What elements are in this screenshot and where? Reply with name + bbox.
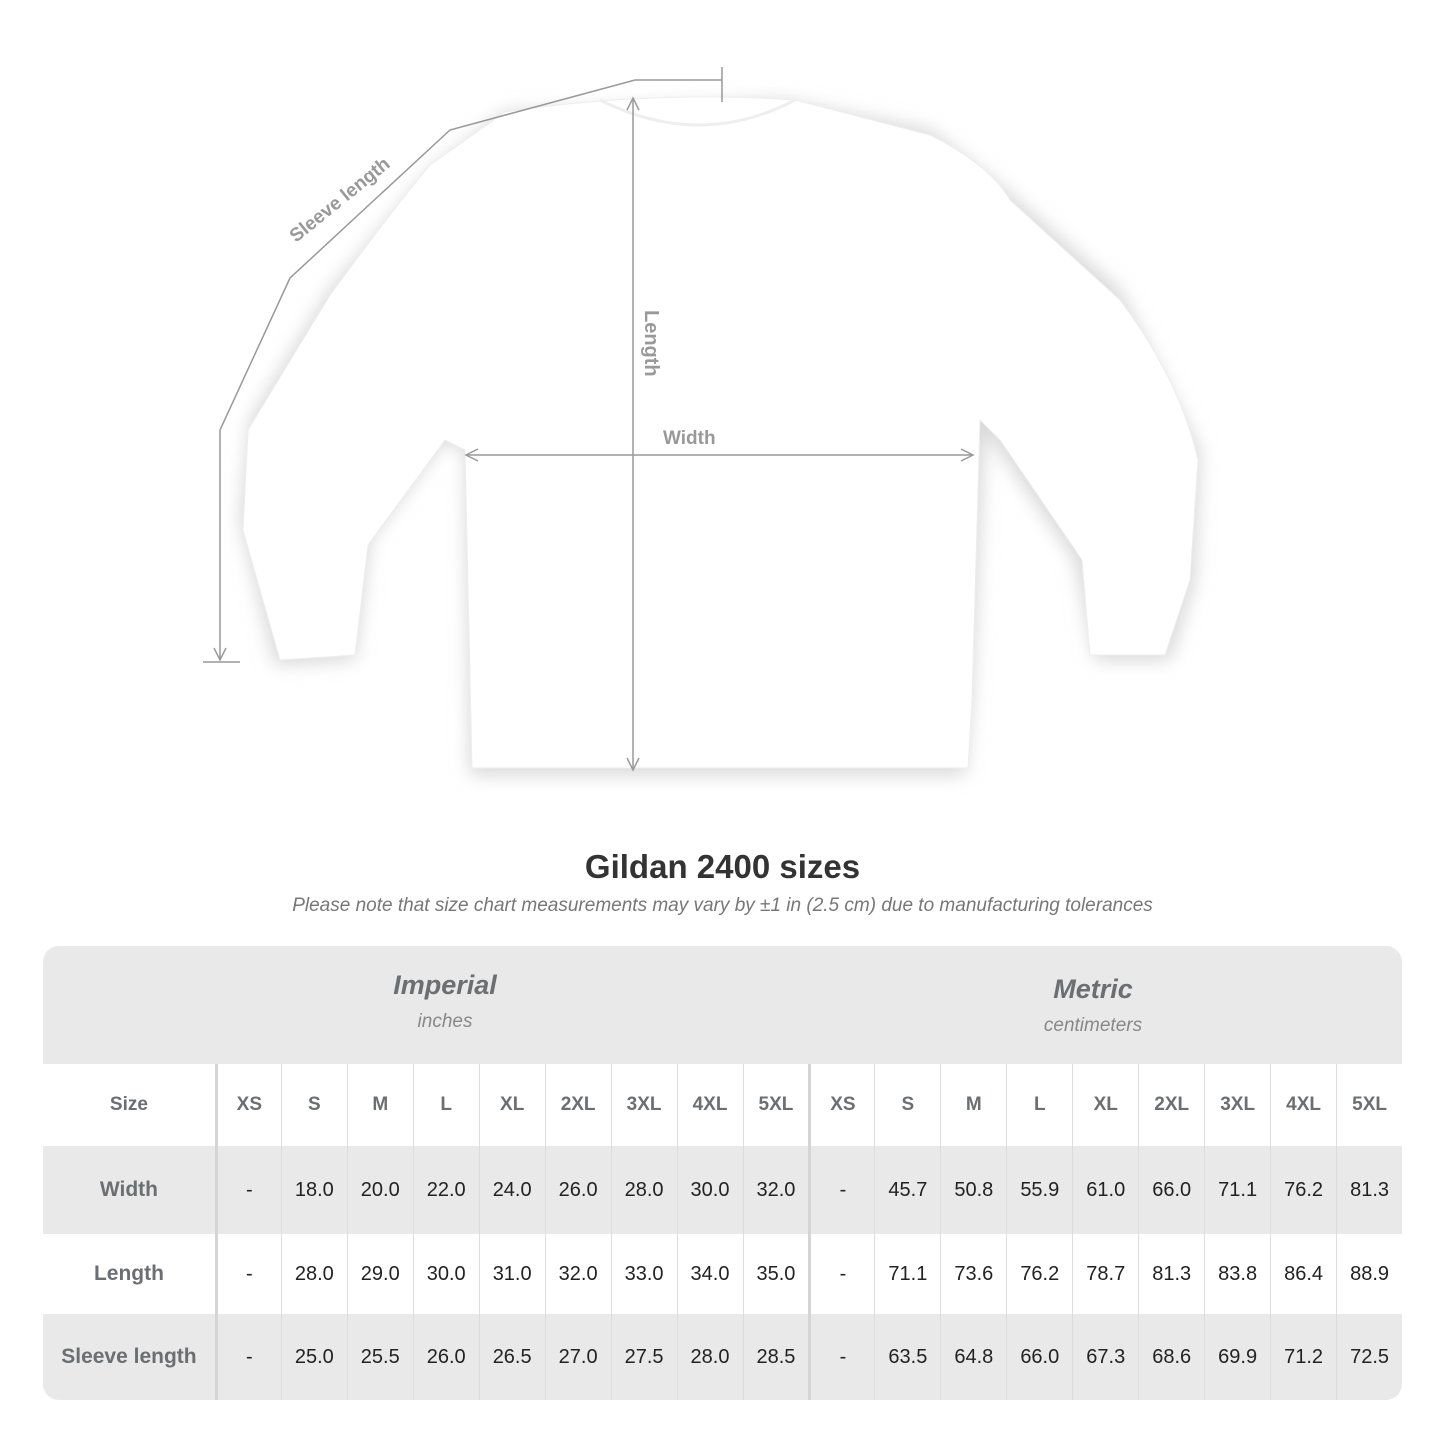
imperial-value-cell: 28.0 [676,1314,743,1400]
metric-value-cell: 71.1 [874,1234,940,1314]
row-label: Length [93,1262,164,1285]
metric-value-cell: 86.4 [1270,1234,1336,1314]
size-header-row: Size XS S M L XL 2XL 3XL 4XL 5XL XS S M L XL 2XL 3XL 4XL 5… [43,1064,1402,1146]
metric-size-l: L [1006,1064,1072,1146]
metric-value-cell: 67.3 [1072,1314,1138,1400]
row-label: Sleeve length [61,1345,197,1368]
imperial-size-3xl: 3XL [610,1064,677,1146]
metric-size-xl: XL [1072,1064,1138,1146]
imperial-header: Imperial inches [215,970,675,1033]
imperial-value-cell: - [214,1146,281,1234]
imperial-value-cell: 32.0 [544,1234,611,1314]
metric-value-cell: 64.8 [940,1314,1006,1400]
shirt-measurement-diagram: Sleeve length Length Width [203,67,1200,775]
imperial-value-cell: 31.0 [478,1234,545,1314]
shirt-body [242,96,1199,769]
metric-value-cell: 76.2 [1270,1146,1336,1234]
imperial-value-cell: 30.0 [412,1234,479,1314]
imperial-value-cell: 26.0 [412,1314,479,1400]
table-row: Length -28.0 29.0 30.0 31.0 32.0 33.0 34.0 35.0-… [43,1234,1402,1314]
metric-value-cell: 45.7 [874,1146,940,1234]
imperial-value-cell: 27.5 [610,1314,677,1400]
imperial-value-cell: 20.0 [346,1146,413,1234]
table-row: Sleeve length -25.0 25.5 26.0 26.5 27.0 27.5 28… [43,1314,1402,1400]
shirt-collar [599,98,796,127]
metric-value-cell: - [808,1314,874,1400]
imperial-size-xl: XL [478,1064,545,1146]
metric-value-cell: - [808,1234,874,1314]
metric-value-cell: 72.5 [1336,1314,1402,1400]
metric-value-cell: 68.6 [1138,1314,1204,1400]
metric-header: Metric centimeters [863,974,1323,1037]
metric-value-cell: 55.9 [1006,1146,1072,1234]
imperial-size-5xl: 5XL [742,1064,809,1146]
size-label: Size [109,1094,148,1115]
imperial-value-cell: - [214,1234,281,1314]
metric-size-4xl: 4XL [1270,1064,1336,1146]
metric-value-cell: 71.1 [1204,1146,1270,1234]
metric-value-cell: 71.2 [1270,1314,1336,1400]
imperial-value-cell: 28.0 [280,1234,347,1314]
imperial-size-s: S [280,1064,347,1146]
metric-unit: centimeters [1043,1015,1143,1036]
imperial-size-4xl: 4XL [676,1064,743,1146]
metric-size-5xl: 5XL [1336,1064,1402,1146]
length-label: Length [640,310,662,377]
imperial-size-2xl: 2XL [544,1064,611,1146]
metric-value-cell: 66.0 [1138,1146,1204,1234]
imperial-value-cell: 29.0 [346,1234,413,1314]
metric-value-cell: 76.2 [1006,1234,1072,1314]
imperial-value-cell: 34.0 [676,1234,743,1314]
imperial-value-cell: 28.0 [610,1146,677,1234]
imperial-value-cell: 18.0 [280,1146,347,1234]
metric-size-xs: XS [808,1064,874,1146]
imperial-value-cell: 22.0 [412,1146,479,1234]
metric-title: Metric [1053,974,1133,1004]
imperial-value-cell: - [214,1314,281,1400]
tolerance-note: Please note that size chart measurements… [292,895,1153,916]
imperial-value-cell: 32.0 [742,1146,809,1234]
metric-value-cell: 63.5 [874,1314,940,1400]
imperial-value-cell: 30.0 [676,1146,743,1234]
metric-size-m: M [940,1064,1006,1146]
metric-value-cell: 50.8 [940,1146,1006,1234]
imperial-value-cell: 27.0 [544,1314,611,1400]
imperial-value-cell: 26.0 [544,1146,611,1234]
unit-header-band: Imperial inches Metric centimeters [43,946,1402,1064]
imperial-value-cell: 33.0 [610,1234,677,1314]
metric-value-cell: 61.0 [1072,1146,1138,1234]
imperial-value-cell: 28.5 [742,1314,809,1400]
metric-size-3xl: 3XL [1204,1064,1270,1146]
metric-value-cell: 83.8 [1204,1234,1270,1314]
metric-size-2xl: 2XL [1138,1064,1204,1146]
imperial-size-xs: XS [214,1064,281,1146]
measurement-lines [203,67,975,772]
sleeve-length-line [219,79,722,660]
imperial-title: Imperial [393,970,497,1000]
imperial-value-cell: 35.0 [742,1234,809,1314]
metric-size-s: S [874,1064,940,1146]
metric-value-cell: 81.3 [1138,1234,1204,1314]
size-table: Imperial inches Metric centimeters Size X… [43,946,1402,1400]
metric-value-cell: 88.9 [1336,1234,1402,1314]
metric-value-cell: 81.3 [1336,1146,1402,1234]
metric-value-cell: 69.9 [1204,1314,1270,1400]
imperial-size-m: M [346,1064,413,1146]
imperial-size-l: L [412,1064,479,1146]
imperial-value-cell: 26.5 [478,1314,545,1400]
row-label: Width [99,1178,158,1201]
metric-value-cell: 66.0 [1006,1314,1072,1400]
width-label: Width [663,428,716,449]
metric-value-cell: 78.7 [1072,1234,1138,1314]
metric-value-cell: - [808,1146,874,1234]
imperial-unit: inches [417,1011,473,1032]
imperial-value-cell: 25.0 [280,1314,347,1400]
metric-value-cell: 73.6 [940,1234,1006,1314]
imperial-value-cell: 24.0 [478,1146,545,1234]
page-title: Gildan 2400 sizes [584,848,861,885]
imperial-value-cell: 25.5 [346,1314,413,1400]
table-row: Width -18.0 20.0 22.0 24.0 26.0 28.0 30.0 32.0-4… [43,1146,1402,1234]
